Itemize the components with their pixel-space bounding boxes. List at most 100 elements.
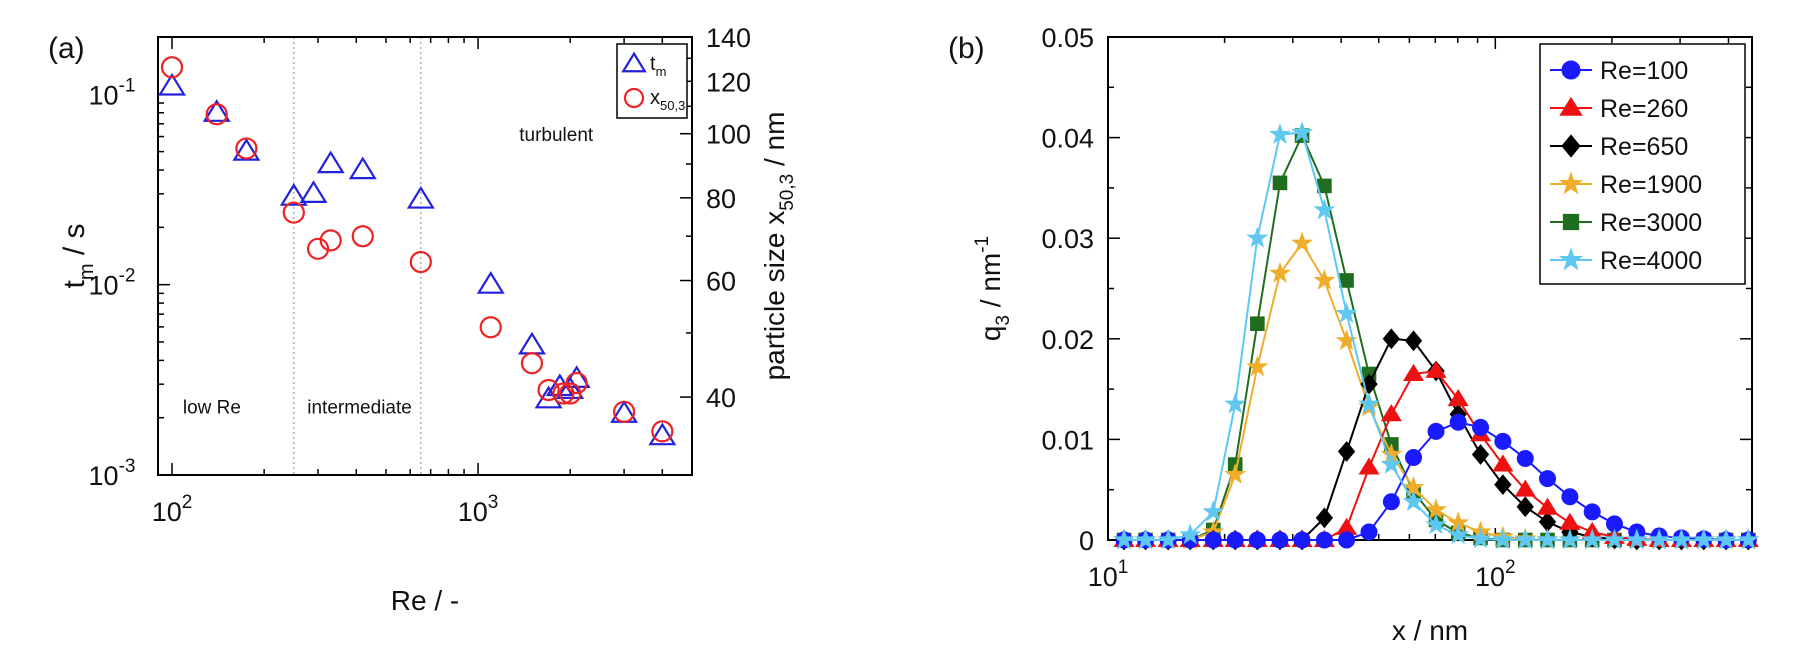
data-point [1339,273,1354,288]
legend-marker [1561,134,1581,158]
legend-label: Re=1900 [1600,171,1702,199]
panel-b: (b) 101 102 0 0.01 0.02 0.03 0.04 0.05 x / nm q3 … [948,23,1760,646]
x-tick-label: 103 [458,492,499,527]
data-point [1737,528,1760,550]
legend-marker [1561,60,1581,80]
data-point [1492,454,1514,472]
data-point [1514,479,1536,497]
series-t [158,72,677,446]
x-axis-label: Re / - [391,585,459,616]
y-axis-label: q3 / nm-1 [972,236,1014,341]
data-point [1537,497,1559,515]
data-point [1226,531,1244,549]
y2-tick-label: 120 [706,67,751,97]
data-point [1202,500,1225,522]
data-point [1382,328,1401,350]
data-point [648,422,677,446]
legend-label: Re=650 [1600,133,1688,161]
data-point [1315,507,1334,529]
data-point [1250,316,1265,332]
y-tick-label: 0.02 [1041,325,1094,355]
y2-tick-label: 40 [706,383,736,413]
legend-label: Re=260 [1600,95,1688,123]
series-line [1124,241,1749,541]
data-point [1293,531,1311,549]
x-tick-label: 101 [1088,557,1129,592]
data-point [1313,198,1336,220]
legend-box [1539,43,1746,285]
data-point [1269,261,1291,283]
panel-a: (a) 102 103 10-1 10-2 10-3 40 60 80 100 120 140 Re … [48,23,798,616]
data-point [1516,496,1534,518]
legend-marker [1558,247,1584,271]
data-point [1315,531,1333,549]
data-point [1494,474,1512,496]
x-tick-label: 102 [152,492,193,527]
legend-marker [621,51,647,73]
data-point [1469,527,1492,549]
data-point [1291,231,1314,253]
series-re-4000 [1113,121,1760,550]
data-point [235,137,258,160]
y-tick-label: 10-2 [89,266,136,301]
data-point [1337,441,1356,462]
data-point [1692,528,1715,550]
data-point [1539,470,1557,488]
data-point [1313,268,1336,290]
data-point [1157,528,1180,550]
data-point [1561,488,1579,506]
legend-label: Re=3000 [1600,209,1702,237]
legend-marker [1562,213,1580,231]
regime-label: low Re [183,398,241,419]
data-point [348,156,377,180]
data-point [476,271,505,294]
data-point [316,150,345,174]
y-axis-label: tm / s [58,223,98,288]
data-point [1558,528,1581,550]
data-point [158,72,186,96]
data-point [1291,121,1314,142]
data-point [1405,449,1423,467]
y2-tick-label: 140 [706,23,751,53]
data-point [1335,302,1358,323]
data-point [299,180,328,203]
data-point [612,400,636,423]
data-point [1403,363,1425,381]
data-point [1338,531,1356,549]
data-point [306,237,330,260]
data-point [1472,418,1490,436]
data-point [1272,175,1288,191]
data-point [202,99,231,122]
data-point [1559,512,1581,530]
data-point [1536,528,1559,550]
data-point [1447,389,1469,407]
y2-tick-label: 80 [706,184,736,214]
legend-marker [623,87,645,109]
legend-marker [1558,171,1584,195]
data-point [409,250,432,274]
data-point [1404,330,1423,352]
y2-axis-label: particle size x50,3 / nm [759,112,798,381]
data-point [1358,392,1380,414]
data-point [1670,528,1693,550]
data-point [279,183,308,206]
data-point [351,225,374,248]
legend-label: Re=4000 [1600,247,1702,275]
panel-b-label: (b) [948,32,985,65]
data-point [319,229,342,252]
data-point [1134,528,1157,550]
data-point [1113,528,1135,550]
data-point [1224,463,1247,484]
data-point [1380,404,1402,422]
data-point [1248,531,1266,549]
data-point [1271,531,1289,549]
legend-label: Re=100 [1600,57,1688,85]
legend-label: tm [650,53,666,79]
data-point [1402,490,1425,512]
data-point [1179,523,1202,545]
x-axis-label: x / nm [1392,615,1468,646]
data-point [282,201,305,224]
data-point [1583,503,1601,521]
data-point [556,376,585,400]
